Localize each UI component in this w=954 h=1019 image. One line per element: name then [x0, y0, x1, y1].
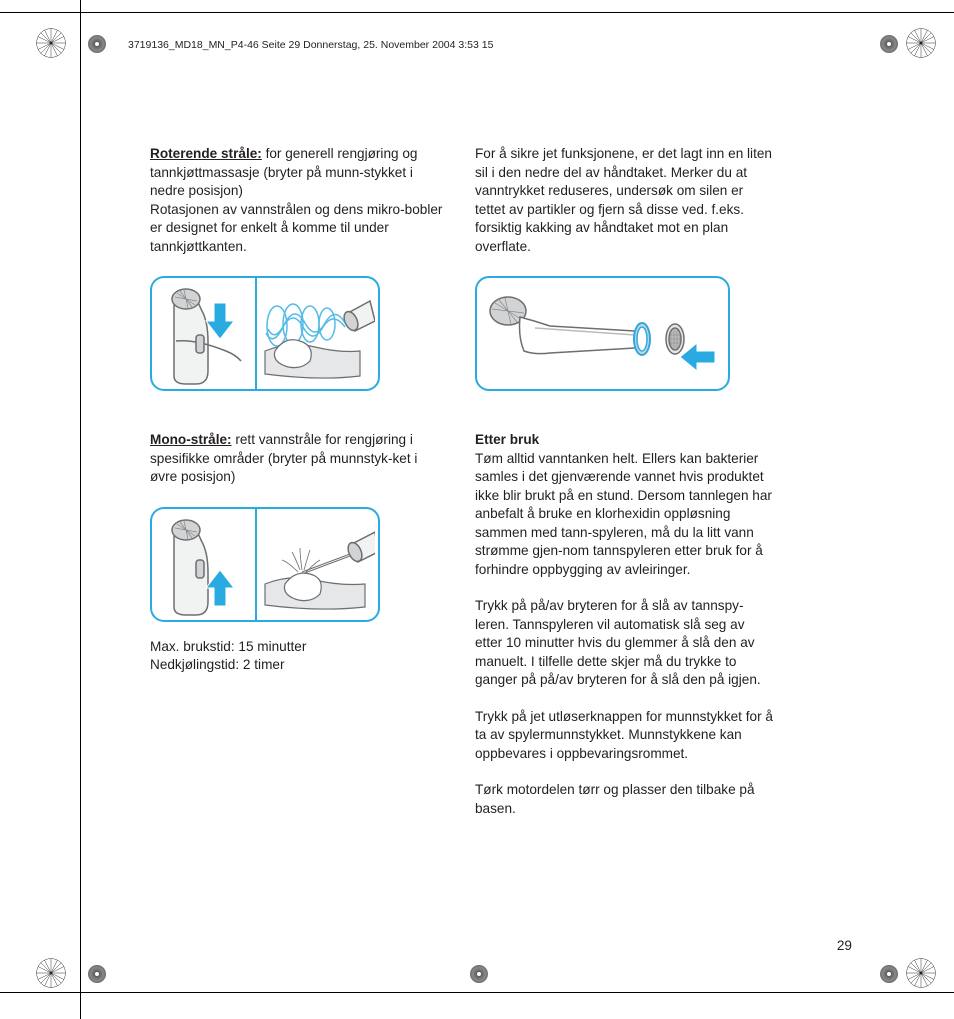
illustration-nozzle-up [150, 507, 255, 622]
crop-line-vertical [80, 0, 81, 1019]
cooldown-label: Nedkjølingstid: [150, 657, 239, 672]
after-use-p4: Tørk motordelen tørr og plasser den tilb… [475, 781, 775, 818]
max-use-value: 15 minutter [235, 639, 307, 654]
right-column: For å sikre jet funksjonene, er det lagt… [475, 145, 775, 818]
registration-dot-icon [470, 965, 488, 983]
registration-ornament-icon [905, 957, 937, 989]
print-header-text: 3719136_MD18_MN_P4-46 Seite 29 Donnersta… [128, 39, 493, 51]
registration-ornament-icon [905, 27, 937, 59]
left-column: Roterende stråle: for generell rengjørin… [150, 145, 445, 818]
registration-ornament-icon [35, 957, 67, 989]
illustration-handle-filter [475, 276, 730, 391]
cooldown-value: 2 timer [239, 657, 284, 672]
section-roterende: Roterende stråle: for generell rengjørin… [150, 145, 445, 201]
crop-line-top [0, 12, 954, 13]
page-content: Roterende stråle: for generell rengjørin… [150, 145, 855, 818]
cooldown-line: Nedkjølingstid: 2 timer [150, 656, 445, 675]
crop-line-bottom [0, 992, 954, 993]
registration-dot-icon [88, 965, 106, 983]
max-use-label: Max. brukstid: [150, 639, 235, 654]
after-use-title: Etter bruk [475, 431, 775, 450]
illustration-mono-stream [255, 507, 380, 622]
after-use-p3: Trykk på jet utløserknappen for munnstyk… [475, 708, 775, 764]
after-use-p1: Tøm alltid vanntanken helt. Ellers kan b… [475, 450, 775, 580]
illustration-nozzle-down [150, 276, 255, 391]
section-title: Roterende stråle: [150, 146, 262, 161]
page-number: 29 [837, 938, 852, 953]
registration-dot-icon [880, 35, 898, 53]
section-mono: Mono-stråle: rett vannstråle for rengjør… [150, 431, 445, 487]
registration-dot-icon [88, 35, 106, 53]
max-use-line: Max. brukstid: 15 minutter [150, 638, 445, 657]
registration-dot-icon [880, 965, 898, 983]
after-use-p2: Trykk på på/av bryteren for å slå av tan… [475, 597, 775, 690]
section-title: Mono-stråle: [150, 432, 232, 447]
section-roterende-body2: Rotasjonen av vannstrålen og dens mikro-… [150, 201, 445, 257]
illustration-mono-jet [150, 507, 445, 622]
illustration-spiral-jet [255, 276, 380, 391]
intro-paragraph: For å sikre jet funksjonene, er det lagt… [475, 145, 775, 256]
registration-ornament-icon [35, 27, 67, 59]
illustration-rotating-jet [150, 276, 445, 391]
